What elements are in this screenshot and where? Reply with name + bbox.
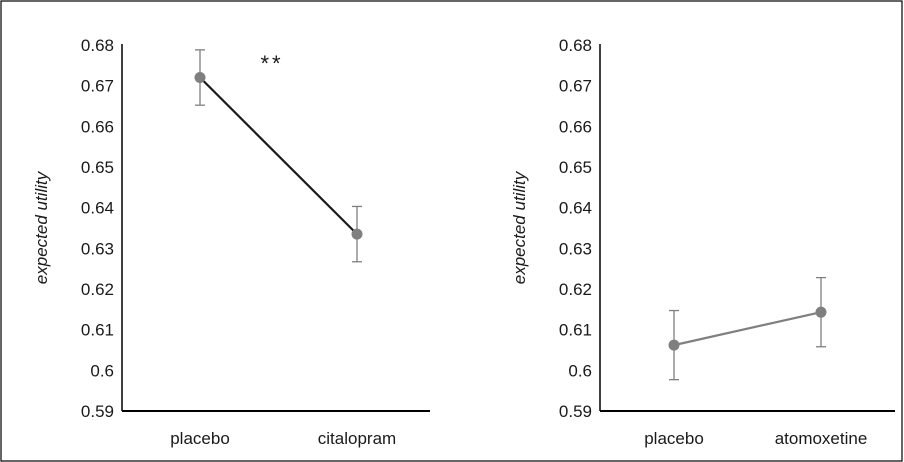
x-tick-label: citalopram: [318, 429, 396, 448]
y-tick-label: 0.62: [559, 280, 592, 299]
y-tick-label: 0.6: [568, 361, 592, 380]
y-tick-label: 0.67: [81, 77, 114, 96]
data-point: [815, 306, 827, 318]
series-line: [199, 76, 358, 235]
data-point: [668, 339, 680, 351]
y-tick-label: 0.61: [559, 321, 592, 340]
data-point: [351, 228, 363, 240]
y-tick-label: 0.64: [81, 199, 114, 218]
y-tick-label: 0.63: [81, 239, 114, 258]
y-tick-label: 0.68: [559, 36, 592, 55]
y-tick-label: 0.62: [81, 280, 114, 299]
y-tick-label: 0.59: [81, 402, 114, 421]
y-tick-label: 0.67: [559, 77, 592, 96]
y-tick-label: 0.66: [81, 117, 114, 136]
y-tick-label: 0.68: [81, 36, 114, 55]
y-axis-title: expected utility: [32, 170, 51, 284]
y-tick-label: 0.64: [559, 199, 592, 218]
x-tick-label: placebo: [644, 429, 704, 448]
significance-annotation: **: [260, 51, 283, 76]
y-tick-label: 0.66: [559, 117, 592, 136]
y-axis-title: expected utility: [510, 170, 529, 284]
series-line: [673, 311, 822, 347]
y-tick-label: 0.65: [81, 158, 114, 177]
x-tick-label: atomoxetine: [775, 429, 868, 448]
y-tick-label: 0.61: [81, 321, 114, 340]
y-tick-label: 0.63: [559, 239, 592, 258]
data-point: [194, 72, 206, 84]
y-tick-label: 0.6: [90, 361, 114, 380]
x-tick-label: placebo: [170, 429, 230, 448]
y-tick-label: 0.59: [559, 402, 592, 421]
y-tick-label: 0.65: [559, 158, 592, 177]
